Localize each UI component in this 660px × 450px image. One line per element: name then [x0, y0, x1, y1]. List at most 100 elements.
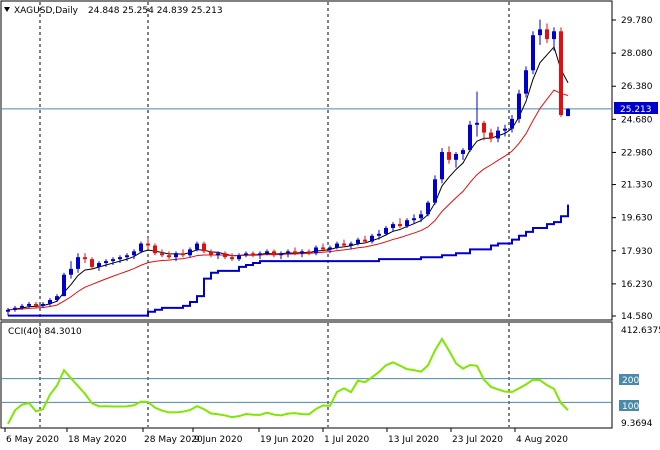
- cci-level-200-label: 200: [622, 376, 639, 386]
- trailing-stop-line: [8, 204, 569, 317]
- candle-body: [489, 132, 493, 139]
- candle-body: [342, 243, 346, 246]
- cci-level-100-label: 100: [622, 402, 639, 412]
- candle-body: [160, 253, 164, 256]
- candle-body: [419, 214, 423, 219]
- candle-body: [363, 239, 367, 242]
- candle-body: [188, 249, 192, 256]
- cci-panel-frame: [0, 321, 613, 429]
- cci-level-100-badge: [619, 400, 639, 411]
- price-tick-label: 14.580: [621, 312, 653, 322]
- candle-body: [356, 239, 360, 244]
- candle-body: [496, 130, 500, 139]
- price-tick-label: 29.780: [621, 16, 653, 26]
- candle-body: [244, 253, 248, 256]
- candle-body: [447, 152, 451, 160]
- cci-levels: [2, 378, 612, 403]
- candle-body: [230, 257, 234, 260]
- candle-body: [76, 257, 80, 269]
- candle-body: [440, 152, 444, 180]
- current-price-label: 25.213: [620, 105, 652, 115]
- candle-body: [146, 243, 150, 246]
- candle-body: [62, 274, 66, 297]
- price-tick-label: 16.230: [621, 280, 653, 290]
- candle-body: [307, 251, 311, 254]
- candle-body: [433, 179, 437, 203]
- time-tick-label: 6 May 2020: [6, 435, 59, 445]
- candle-body: [153, 245, 157, 254]
- candle-body: [34, 303, 38, 306]
- candle-body: [258, 253, 262, 256]
- price-tick-label: 28.080: [621, 49, 653, 59]
- candle-body: [55, 296, 59, 301]
- cci-series-line: [7, 337, 569, 425]
- candle-body: [118, 257, 122, 260]
- candle-body: [552, 31, 556, 40]
- candle-body: [111, 259, 115, 262]
- candle-body: [20, 305, 24, 308]
- grid: [2, 2, 612, 427]
- candle-body: [475, 122, 479, 125]
- candle-body: [412, 218, 416, 221]
- candle-body: [237, 255, 241, 260]
- candles: [6, 19, 570, 316]
- candle-body: [132, 251, 136, 256]
- price-panel-frame: [0, 0, 613, 321]
- ma-fast-line: [7, 45, 569, 311]
- candle-body: [13, 307, 17, 310]
- candle-body: [468, 124, 472, 151]
- candle-body: [293, 251, 297, 254]
- candle-body: [223, 253, 227, 258]
- candle-body: [279, 253, 283, 256]
- candle-body: [48, 300, 52, 304]
- candle-body: [349, 243, 353, 246]
- candle-body: [300, 251, 304, 254]
- candle-body: [97, 263, 101, 267]
- candle-body: [265, 251, 269, 254]
- candle-body: [370, 235, 374, 242]
- candle-body: [104, 261, 108, 264]
- candle-body: [27, 303, 31, 306]
- dropdown-triangle-icon[interactable]: [4, 7, 10, 12]
- price-tick-label: 19.630: [621, 214, 653, 224]
- candle-body: [125, 255, 129, 258]
- candle-body: [538, 29, 542, 36]
- candle-body: [559, 31, 563, 116]
- time-tick-label: 28 May 2020: [144, 435, 203, 445]
- symbol-label: XAGUSD,Daily: [14, 6, 79, 16]
- cci-max-label: 412.6375: [621, 326, 660, 336]
- candle-body: [517, 93, 521, 119]
- candle-body: [216, 253, 220, 256]
- candle-body: [384, 227, 388, 234]
- time-tick-label: 18 May 2020: [68, 435, 127, 445]
- price-tick-label: 24.680: [621, 115, 653, 125]
- price-axis[interactable]: 29.780 28.080 26.380 24.680 22.980 21.330 19.6…: [612, 16, 653, 322]
- time-tick-label: 23 Jul 2020: [452, 435, 503, 445]
- candle-body: [41, 303, 45, 306]
- candle-body: [167, 255, 171, 258]
- cci-line: [7, 337, 569, 425]
- candle-body: [335, 243, 339, 248]
- candle-body: [524, 70, 528, 94]
- candle-body: [503, 128, 507, 131]
- cci-level-200-badge: [619, 374, 639, 385]
- time-tick-label: 9 Jun 2020: [194, 435, 243, 445]
- ohlc-readout: 24.848 25.254 24.839 25.213: [88, 6, 223, 16]
- candle-body: [202, 243, 206, 252]
- candle-body: [69, 268, 73, 275]
- candle-body: [314, 247, 318, 254]
- candle-body: [174, 253, 178, 258]
- moving-averages: [7, 45, 569, 317]
- candle-body: [181, 253, 185, 256]
- candle-body: [272, 251, 276, 256]
- candle-body: [566, 108, 570, 117]
- candle-body: [90, 259, 94, 267]
- candle-body: [209, 251, 213, 256]
- cci-min-label: 9.3694: [621, 419, 653, 429]
- candle-body: [482, 122, 486, 133]
- candle-body: [251, 253, 255, 256]
- time-tick-label: 13 Jul 2020: [388, 435, 439, 445]
